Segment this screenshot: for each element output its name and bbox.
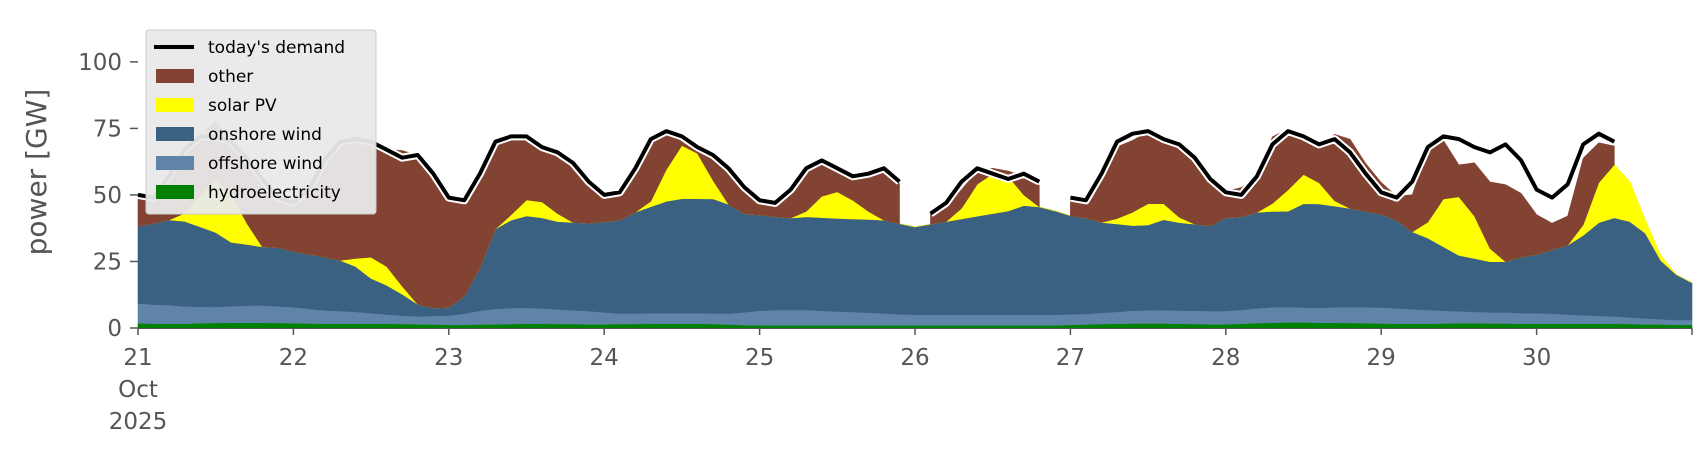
x-tick-label: 24 bbox=[590, 345, 619, 371]
legend-swatch-other bbox=[156, 69, 194, 83]
legend-box bbox=[145, 29, 377, 215]
legend-swatch-hydroelectricity bbox=[156, 185, 194, 199]
x-tick-label: 25 bbox=[745, 345, 774, 371]
x-tick-label: 21 bbox=[123, 345, 152, 371]
legend-swatch-onshore-wind bbox=[156, 127, 194, 141]
legend-label-other: other bbox=[208, 67, 253, 87]
y-axis: 0 25 50 75 100 bbox=[78, 50, 138, 342]
x-tick-label: 30 bbox=[1522, 345, 1551, 371]
x-tick-label: 28 bbox=[1211, 345, 1240, 371]
legend-swatch-offshore-wind bbox=[156, 156, 194, 170]
y-tick-label: 100 bbox=[78, 50, 122, 76]
x-tick-label: 27 bbox=[1056, 345, 1085, 371]
y-tick-label: 50 bbox=[93, 183, 122, 209]
legend-label-solar-pv: solar PV bbox=[208, 96, 277, 116]
x-tick-label: 26 bbox=[900, 345, 929, 371]
x-tick-label: 23 bbox=[434, 345, 463, 371]
x-tick-sublabel: 2025 bbox=[109, 409, 168, 435]
legend-label-onshore-wind: onshore wind bbox=[208, 125, 322, 145]
legend: today's demand other solar PV onshore wind o… bbox=[145, 29, 377, 215]
x-tick-label: 29 bbox=[1367, 345, 1396, 371]
y-axis-label: power [GW] bbox=[20, 89, 53, 256]
legend-label-today-s-demand: today's demand bbox=[208, 38, 345, 58]
x-tick-sublabel: Oct bbox=[118, 377, 158, 403]
legend-label-hydroelectricity: hydroelectricity bbox=[208, 183, 341, 203]
legend-swatch-solar-pv bbox=[156, 98, 194, 112]
y-tick-label: 25 bbox=[93, 249, 122, 275]
y-tick-label: 75 bbox=[93, 116, 122, 142]
legend-label-offshore-wind: offshore wind bbox=[208, 154, 323, 174]
y-tick-label: 0 bbox=[107, 316, 122, 342]
x-axis: 21 Oct 2025 22 23 24 25 26 27 28 29 30 bbox=[109, 328, 1693, 435]
x-tick-label: 22 bbox=[279, 345, 308, 371]
